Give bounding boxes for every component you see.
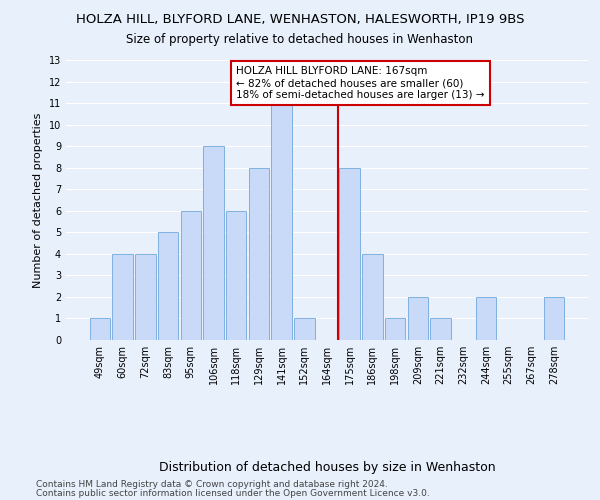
Bar bbox=[362, 254, 383, 340]
Bar bbox=[476, 297, 496, 340]
Bar bbox=[112, 254, 133, 340]
Text: Size of property relative to detached houses in Wenhaston: Size of property relative to detached ho… bbox=[127, 32, 473, 46]
Text: Contains HM Land Registry data © Crown copyright and database right 2024.: Contains HM Land Registry data © Crown c… bbox=[36, 480, 388, 489]
Bar bbox=[135, 254, 155, 340]
Y-axis label: Number of detached properties: Number of detached properties bbox=[33, 112, 43, 288]
Bar bbox=[181, 211, 201, 340]
Bar bbox=[226, 211, 247, 340]
Bar bbox=[544, 297, 564, 340]
Bar bbox=[158, 232, 178, 340]
Text: HOLZA HILL, BLYFORD LANE, WENHASTON, HALESWORTH, IP19 9BS: HOLZA HILL, BLYFORD LANE, WENHASTON, HAL… bbox=[76, 12, 524, 26]
Bar bbox=[90, 318, 110, 340]
Bar bbox=[340, 168, 360, 340]
X-axis label: Distribution of detached houses by size in Wenhaston: Distribution of detached houses by size … bbox=[158, 461, 496, 474]
Bar bbox=[203, 146, 224, 340]
Bar bbox=[294, 318, 314, 340]
Bar bbox=[271, 103, 292, 340]
Text: HOLZA HILL BLYFORD LANE: 167sqm
← 82% of detached houses are smaller (60)
18% of: HOLZA HILL BLYFORD LANE: 167sqm ← 82% of… bbox=[236, 66, 485, 100]
Text: Contains public sector information licensed under the Open Government Licence v3: Contains public sector information licen… bbox=[36, 489, 430, 498]
Bar bbox=[430, 318, 451, 340]
Bar bbox=[407, 297, 428, 340]
Bar bbox=[385, 318, 406, 340]
Bar bbox=[248, 168, 269, 340]
